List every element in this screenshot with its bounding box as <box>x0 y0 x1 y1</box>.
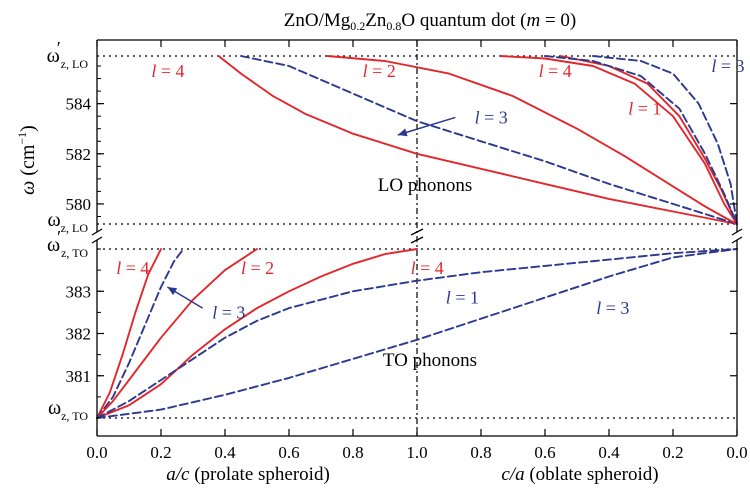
curve-label-lo-3: l = 3 <box>711 56 744 76</box>
curve-label-to-10: l = 1 <box>446 288 479 308</box>
curve-label-to-6: l = 4 <box>116 258 149 278</box>
x-tick-label-6: 0.8 <box>470 443 491 462</box>
y-label-to-bottom: ωz, TO <box>48 397 88 423</box>
axis-break-a-1 <box>731 228 743 236</box>
arrows <box>167 116 456 309</box>
y-label-lo-top: ω′z, LO <box>47 38 89 71</box>
curve-label-lo-4: l = 1 <box>628 99 661 119</box>
series-lo-l3-5 <box>544 55 738 225</box>
series-lo-l2-2 <box>326 55 738 225</box>
axis-break-a-0 <box>91 228 103 236</box>
y-tick-label-to-0: 381 <box>66 367 92 386</box>
series-to-l4-7 <box>96 248 162 419</box>
y-tick-label-lo-0: 580 <box>66 195 92 214</box>
arrow-head-0 <box>397 128 408 137</box>
center-break-a <box>410 228 424 236</box>
center-break-b <box>410 236 424 244</box>
series-lo-l3-1 <box>240 55 738 225</box>
y-tick-label-lo-1: 582 <box>66 145 92 164</box>
x-tick-label-10: 0.0 <box>726 443 747 462</box>
y-label-lo-bottom: ωz, LO <box>48 209 89 235</box>
curve-label-to-8: l = 3 <box>212 302 245 322</box>
x-tick-label-2: 0.4 <box>214 443 236 462</box>
series-to-l3-8 <box>96 248 185 419</box>
y-label-to-top: ω′z, TO <box>47 227 88 260</box>
series-lo-l1-4 <box>560 55 738 225</box>
axis-break-b-0 <box>91 236 103 244</box>
curve-label-to-9: l = 4 <box>411 258 444 278</box>
curve-label-lo-5: l = 3 <box>475 107 508 127</box>
series-to-l4-10 <box>96 248 418 419</box>
x-tick-label-0: 0.0 <box>86 443 107 462</box>
series-to-l3-12 <box>96 248 738 419</box>
series-lo-l3-6 <box>592 55 738 225</box>
series-lo-l4-0 <box>217 55 738 225</box>
x-tick-label-3: 0.6 <box>278 443 299 462</box>
curve-label-lo-1: l = 2 <box>363 61 396 81</box>
y-tick-label-to-1: 382 <box>66 325 92 344</box>
axis-break-b-1 <box>731 236 743 244</box>
curve-labels: l = 4 l = 2 l = 4 l = 3 l = 1 l = 3 l = 4 l = 2… <box>116 56 744 322</box>
x-tick-label-4: 0.8 <box>342 443 363 462</box>
x-tick-label-1: 0.2 <box>150 443 171 462</box>
x-tick-label-5: 1.0 <box>406 443 427 462</box>
series-lo-l4-3 <box>499 55 738 225</box>
x-axis-label-right: c/a (oblate spheroid) <box>501 464 658 485</box>
y-tick-label-to-2: 383 <box>66 282 92 301</box>
x-tick-label-7: 0.6 <box>534 443 555 462</box>
chart-title: ZnO/Mg0.2Zn0.8O quantum dot (m = 0) <box>284 10 576 33</box>
x-tick-label-8: 0.4 <box>598 443 620 462</box>
curve-label-lo-2: l = 4 <box>539 61 572 81</box>
series-lines <box>96 55 738 419</box>
y-tick-label-lo-2: 584 <box>66 95 92 114</box>
y-axis-label: ω (cm−1) <box>15 125 39 195</box>
x-axis-label-left: a/c (prolate spheroid) <box>166 464 330 485</box>
series-to-l2-9 <box>96 248 258 419</box>
arrow-head-1 <box>167 287 178 296</box>
axes: 0.0 0.2 0.4 0.6 0.8 1.0 0.8 0.6 0.4 0.2 0.0 580 582 5… <box>66 39 748 462</box>
to-phonons-annotation: TO phonons <box>383 350 477 371</box>
curve-label-to-11: l = 3 <box>596 298 629 318</box>
x-tick-label-9: 0.2 <box>662 443 683 462</box>
arrow-line-0 <box>397 116 456 136</box>
curve-label-lo-0: l = 4 <box>151 61 184 81</box>
curve-label-to-7: l = 2 <box>241 258 274 278</box>
lo-phonons-annotation: LO phonons <box>378 175 472 196</box>
series-to-l1-11 <box>96 248 738 419</box>
